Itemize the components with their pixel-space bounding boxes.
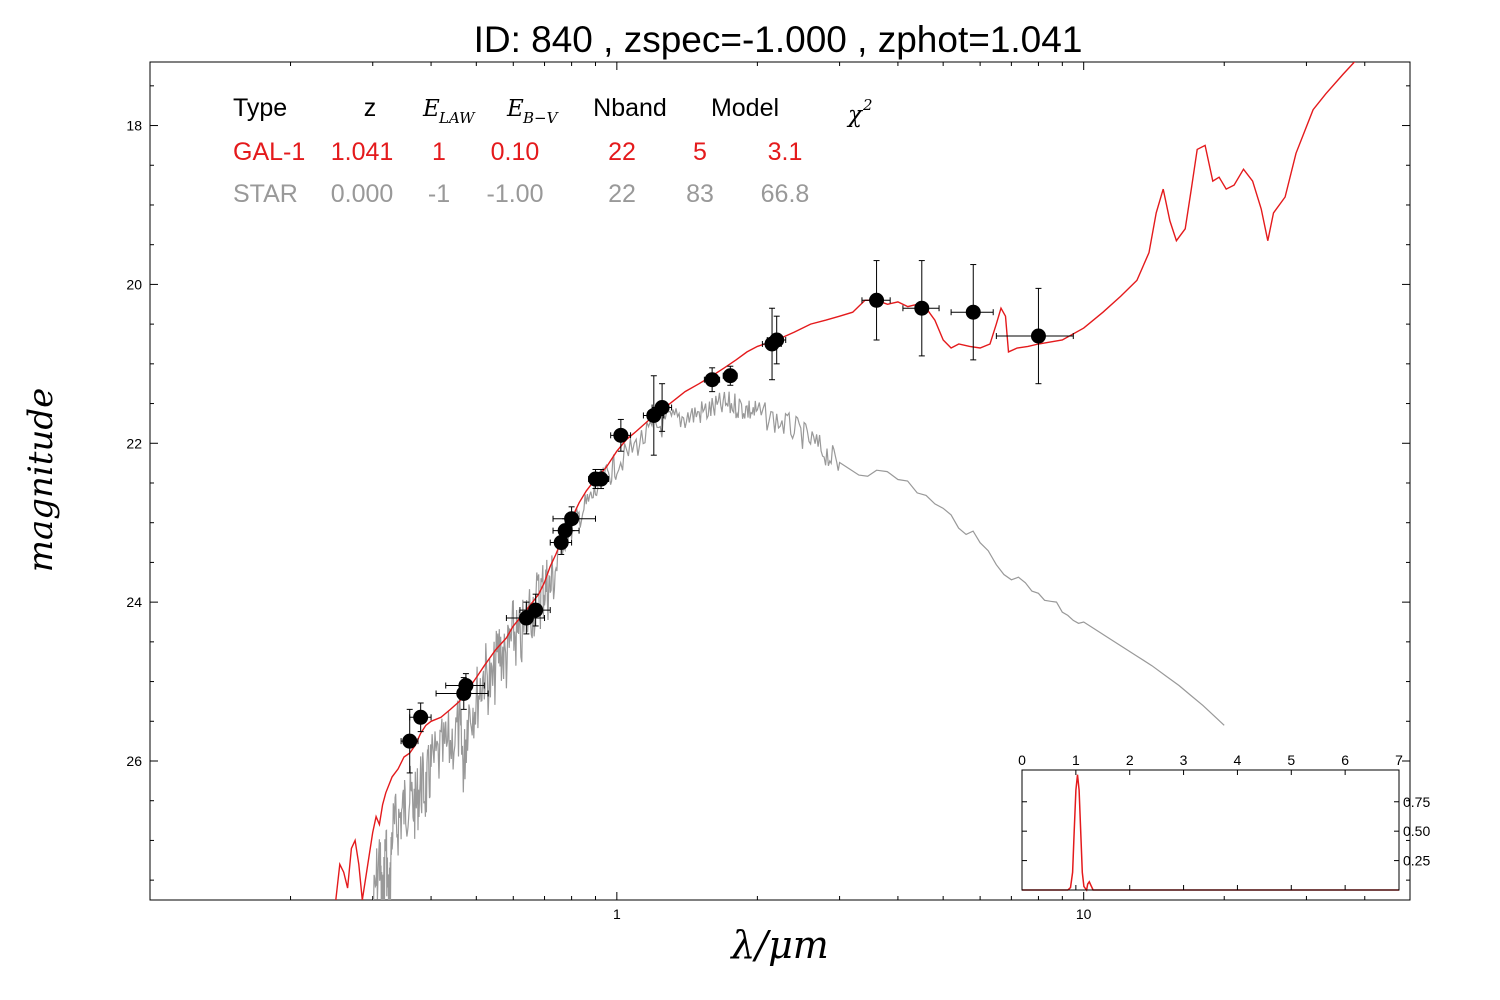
- photometry-point: [703, 367, 721, 393]
- legend-cell: -1.00: [487, 180, 544, 208]
- photometry-point: [642, 375, 665, 456]
- legend-header-subscript: LAW: [438, 109, 476, 127]
- legend-cell: -1: [428, 180, 450, 208]
- photometry-point: [902, 260, 940, 357]
- photometry-marker: [557, 523, 573, 539]
- chart-title: ID: 840 , zspec=-1.000 , zphot=1.041: [474, 19, 1083, 60]
- x-tick-label: 1: [613, 906, 621, 922]
- galaxy-spectrum-line: [335, 62, 1356, 900]
- y-tick-label: 18: [126, 118, 142, 134]
- photometry-marker: [914, 300, 930, 316]
- inset-x-tick-label: 4: [1234, 752, 1242, 768]
- main-plot-area: [149, 61, 1411, 901]
- legend-header: Type: [233, 94, 287, 122]
- inset-x-tick-label: 5: [1287, 752, 1295, 768]
- y-tick-label: 20: [126, 276, 142, 292]
- inset-x-tick-label: 1: [1072, 752, 1080, 768]
- photometry-point: [445, 673, 485, 698]
- legend-cell: 0.000: [331, 180, 394, 208]
- photometry-point: [552, 518, 580, 544]
- photometry-point: [766, 315, 787, 365]
- photometry-point: [505, 601, 546, 635]
- x-tick-label: 10: [1076, 906, 1092, 922]
- legend-cell: 0.10: [491, 138, 540, 166]
- photometry-marker: [869, 292, 885, 308]
- y-tick-label: 24: [126, 594, 142, 610]
- inset-y-tick-label: 0.75: [1403, 794, 1430, 810]
- photometry-point: [651, 383, 673, 432]
- photometry-marker: [1030, 328, 1046, 344]
- legend-cell: 22: [608, 138, 636, 166]
- photometry-marker: [965, 304, 981, 320]
- photometry-point: [995, 287, 1074, 385]
- photometry-marker: [613, 427, 629, 443]
- legend-header: χ: [846, 102, 864, 128]
- photometry-point: [519, 593, 551, 627]
- photometry-marker: [769, 332, 785, 348]
- inset-x-tick-label: 6: [1341, 752, 1349, 768]
- photometry-point: [722, 365, 738, 386]
- legend-cell: 1: [432, 138, 446, 166]
- photometry-point: [610, 418, 632, 452]
- legend-cell: 1.041: [331, 138, 394, 166]
- photometry-point: [400, 708, 419, 774]
- photometry-point: [552, 506, 596, 532]
- photometry-marker: [704, 372, 720, 388]
- y-tick-label: 26: [126, 753, 142, 769]
- legend-header-superscript: 2: [862, 96, 873, 114]
- photometry-marker: [593, 471, 609, 487]
- legend-cell: 66.8: [761, 180, 810, 208]
- x-axis-label: λ/μm: [729, 923, 829, 967]
- legend-header: E: [422, 96, 440, 122]
- inset-plot-area: [1021, 769, 1400, 891]
- photometry-point: [950, 264, 994, 361]
- photometry-point: [592, 468, 610, 490]
- inset-x-tick-label: 3: [1180, 752, 1188, 768]
- star-spectrum-line: [373, 391, 1225, 900]
- photometry-marker: [722, 368, 738, 384]
- legend-cell: 22: [608, 180, 636, 208]
- y-axis-label: magnitude: [21, 388, 61, 573]
- legend-header: Nband: [593, 94, 667, 122]
- pdz-curve: [1022, 774, 1399, 892]
- photometry-marker: [654, 400, 670, 416]
- photometry-marker: [402, 733, 418, 749]
- legend-header-subscript: B−V: [522, 109, 560, 127]
- inset-x-tick-label: 7: [1395, 752, 1403, 768]
- inset-x-tick-label: 2: [1126, 752, 1134, 768]
- legend-cell: GAL-1: [233, 138, 305, 166]
- y-tick-label: 22: [126, 435, 142, 451]
- inset-background: [1022, 770, 1399, 890]
- legend-cell: STAR: [233, 180, 298, 208]
- legend-header: E: [506, 96, 524, 122]
- legend-cell: 83: [686, 180, 714, 208]
- photometry-point: [409, 702, 432, 733]
- inset-y-tick-label: 0.25: [1403, 853, 1430, 869]
- legend-header: z: [364, 94, 377, 122]
- legend-cell: 3.1: [768, 138, 803, 166]
- photometry-marker: [528, 602, 544, 618]
- photometry-marker: [413, 709, 429, 725]
- inset-y-tick-label: 0.50: [1403, 823, 1430, 839]
- legend-header: Model: [711, 94, 779, 122]
- photometry-point: [861, 260, 891, 341]
- legend-cell: 5: [693, 138, 707, 166]
- inset-x-tick-label: 0: [1018, 752, 1026, 768]
- photometry-marker: [564, 511, 580, 527]
- photometry-marker: [458, 678, 474, 694]
